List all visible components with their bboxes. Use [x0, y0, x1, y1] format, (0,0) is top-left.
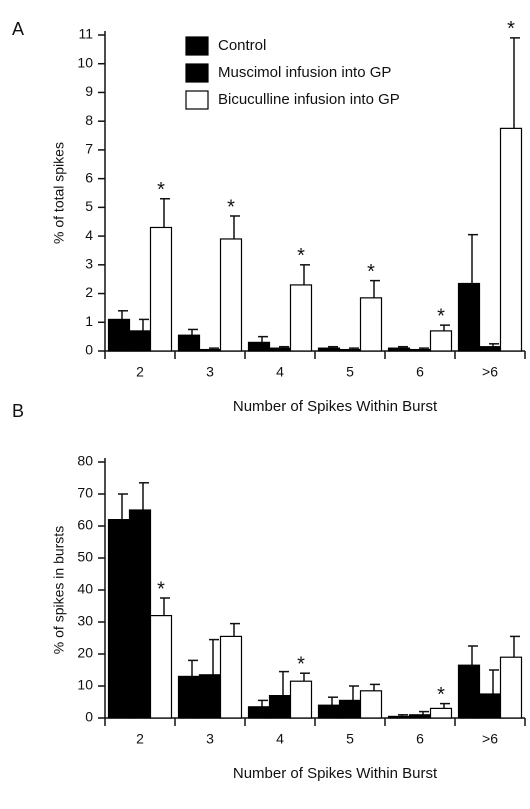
significance-mark: * [437, 684, 445, 706]
bar [177, 334, 201, 352]
bar [289, 680, 313, 719]
x-tick-label: 3 [206, 731, 214, 747]
x-tick-label: >6 [482, 731, 498, 747]
bar [429, 707, 453, 719]
y-tick-label: 7 [85, 141, 93, 157]
y-tick-label: 70 [77, 485, 93, 501]
x-axis-label: Number of Spikes Within Burst [233, 765, 438, 782]
x-tick-label: 2 [136, 364, 144, 380]
bar [289, 284, 313, 352]
y-tick-label: 8 [85, 112, 93, 128]
bar [429, 330, 453, 352]
bar [499, 656, 523, 719]
bar [359, 297, 383, 352]
significance-mark: * [367, 261, 375, 283]
legend-label: Muscimol infusion into GP [218, 64, 391, 81]
y-tick-label: 1 [85, 313, 93, 329]
bar [219, 635, 243, 719]
bar [457, 664, 481, 719]
x-tick-label: >6 [482, 364, 498, 380]
y-tick-label: 10 [77, 677, 93, 693]
x-tick-label: 4 [276, 364, 284, 380]
bar [128, 330, 152, 352]
bar [408, 714, 432, 719]
bar [268, 347, 292, 352]
y-tick-label: 50 [77, 549, 93, 565]
bar [359, 690, 383, 719]
bar [107, 518, 131, 719]
y-tick-label: 5 [85, 198, 93, 214]
significance-mark: * [437, 305, 445, 327]
significance-mark: * [157, 179, 165, 201]
bar [198, 674, 222, 719]
y-tick-label: 9 [85, 83, 93, 99]
bar [247, 706, 271, 719]
bar [317, 347, 341, 352]
y-tick-label: 80 [77, 453, 93, 469]
bar [338, 348, 362, 352]
bar [198, 348, 222, 352]
bar [107, 318, 131, 352]
x-tick-label: 4 [276, 731, 284, 747]
y-tick-label: 20 [77, 645, 93, 661]
bar [268, 694, 292, 719]
legend-swatch [185, 63, 209, 83]
significance-mark: * [227, 196, 235, 218]
bar [499, 127, 523, 352]
panel-label: A [12, 19, 24, 39]
significance-mark: * [297, 653, 305, 675]
bar [478, 693, 502, 719]
bar [387, 347, 411, 352]
y-tick-label: 40 [77, 581, 93, 597]
legend-swatch [185, 36, 209, 56]
y-tick-label: 2 [85, 284, 93, 300]
x-tick-label: 6 [416, 731, 424, 747]
legend-swatch [185, 90, 209, 110]
x-tick-label: 2 [136, 731, 144, 747]
bar [408, 348, 432, 352]
bar [478, 346, 502, 352]
bar [149, 226, 173, 352]
legend-label: Control [218, 37, 266, 54]
y-tick-label: 60 [77, 517, 93, 533]
y-tick-label: 4 [85, 227, 93, 243]
x-tick-label: 5 [346, 731, 354, 747]
significance-mark: * [297, 245, 305, 267]
y-tick-label: 6 [85, 169, 93, 185]
significance-mark: * [507, 18, 515, 40]
bar [149, 614, 173, 719]
y-tick-label: 0 [85, 709, 93, 725]
bar [128, 509, 152, 719]
bar [457, 282, 481, 352]
bar [247, 341, 271, 352]
bar [317, 704, 341, 719]
bar [177, 675, 201, 719]
significance-mark: * [157, 578, 165, 600]
y-axis-label: % of spikes in bursts [51, 526, 67, 654]
y-axis-label: % of total spikes [51, 142, 67, 244]
x-tick-label: 6 [416, 364, 424, 380]
y-tick-label: 10 [77, 54, 93, 70]
x-tick-label: 3 [206, 364, 214, 380]
y-tick-label: 3 [85, 256, 93, 272]
x-axis-label: Number of Spikes Within Burst [233, 398, 438, 415]
x-tick-label: 5 [346, 364, 354, 380]
y-tick-label: 11 [78, 26, 93, 42]
bar [338, 699, 362, 719]
legend-label: Bicuculline infusion into GP [218, 91, 400, 108]
y-tick-label: 30 [77, 613, 93, 629]
y-tick-label: 0 [85, 342, 93, 358]
panel-label: B [12, 401, 24, 421]
bar [387, 715, 411, 719]
bar [219, 238, 243, 352]
